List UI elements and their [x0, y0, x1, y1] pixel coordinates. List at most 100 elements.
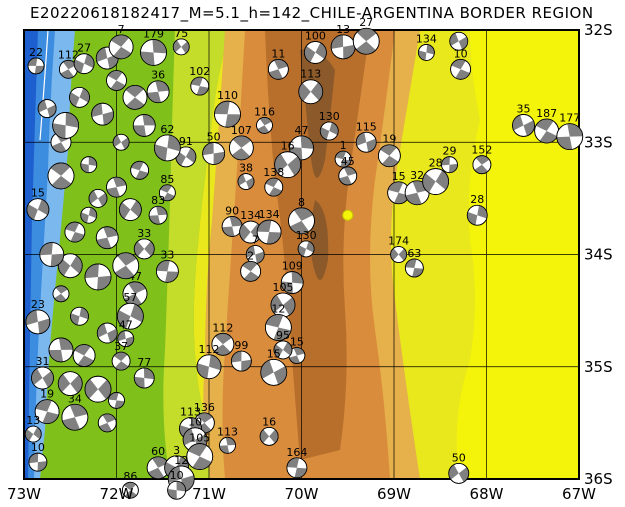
event-depth-label: 152	[471, 144, 492, 157]
beachball	[59, 59, 78, 79]
event-depth-label: 109	[282, 260, 303, 273]
lon-tick-label: 67W	[562, 485, 596, 503]
beachball	[52, 112, 80, 139]
beachball	[133, 367, 155, 389]
beachball	[190, 76, 210, 96]
event-depth-label: 134	[240, 209, 261, 222]
event-depth-label: 8	[298, 196, 305, 209]
beachball	[133, 238, 155, 260]
beachball	[72, 344, 96, 367]
event-depth-label: 83	[151, 194, 165, 207]
event-depth-label: 19	[40, 388, 54, 401]
event-depth-label: 134	[416, 32, 437, 45]
lon-tick-label: 68W	[470, 485, 504, 503]
event-depth-label: 63	[407, 247, 421, 260]
beachball	[256, 117, 273, 134]
beachball	[355, 131, 377, 153]
event-depth-label: 57	[123, 291, 137, 304]
beachball	[422, 168, 450, 195]
event-depth-label: 99	[234, 339, 248, 352]
event-depth-label: 116	[254, 105, 275, 118]
event-depth-label: 11	[271, 47, 285, 60]
event-depth-label: 134	[259, 208, 280, 221]
beachball	[64, 221, 86, 243]
event-depth-label: 91	[179, 135, 193, 148]
event-depth-label: 112	[199, 343, 220, 356]
event-depth-label: 77	[137, 356, 151, 369]
beachball	[390, 246, 408, 263]
beachball	[230, 350, 252, 372]
beachball	[303, 41, 327, 64]
event-depth-label: 62	[160, 123, 174, 136]
beachball	[270, 292, 296, 318]
beachball	[108, 392, 125, 409]
beachball	[219, 436, 236, 454]
beachball	[24, 425, 42, 443]
lon-tick-label: 71W	[192, 485, 226, 503]
beachball	[52, 285, 70, 303]
event-depth-label: 33	[137, 227, 151, 240]
event-depth-label: 47	[295, 124, 309, 137]
event-depth-label: 2	[247, 249, 254, 262]
lat-tick-label: 34S	[584, 246, 613, 264]
beachball	[267, 58, 289, 80]
beachball	[158, 184, 176, 202]
beachball	[96, 322, 118, 344]
beachball	[274, 151, 302, 179]
beachball	[39, 242, 65, 267]
event-depth-label: 177	[559, 112, 580, 125]
beachball	[273, 340, 293, 360]
event-depth-label: 112	[212, 321, 233, 334]
beachball	[84, 375, 112, 403]
beachball	[116, 302, 144, 330]
beachball	[73, 53, 95, 75]
beachball	[330, 34, 356, 60]
lon-tick-label: 69W	[377, 485, 411, 503]
event-depth-label: 32	[410, 169, 424, 182]
event-depth-label: 15	[392, 170, 406, 183]
event-depth-label: 105	[189, 432, 210, 445]
beachball	[448, 462, 470, 484]
beachball	[167, 480, 187, 500]
beachball	[140, 39, 167, 66]
beachball	[259, 426, 279, 446]
beachball	[221, 216, 243, 237]
beachball	[256, 219, 282, 245]
beachball	[146, 80, 170, 104]
event-depth-label: 50	[452, 451, 466, 464]
beachball	[106, 70, 127, 91]
beachball	[91, 102, 115, 126]
event-depth-label: 10	[31, 441, 45, 454]
map-frame	[23, 29, 580, 480]
event-depth-label: 45	[341, 155, 355, 168]
beachball	[202, 142, 226, 165]
beachball	[377, 144, 401, 168]
beachball	[298, 79, 324, 105]
beachball	[186, 443, 214, 470]
beachball	[26, 198, 50, 222]
beachball	[237, 173, 255, 190]
beachball	[450, 58, 472, 80]
beachball	[352, 27, 380, 55]
event-depth-label: 22	[29, 46, 43, 59]
beachball	[69, 86, 90, 108]
beachball	[148, 205, 168, 225]
beachball	[404, 258, 424, 278]
event-depth-label: 13	[336, 23, 350, 36]
beachball	[112, 133, 130, 151]
beachball	[111, 351, 131, 371]
beachball	[97, 413, 117, 433]
beachball	[153, 134, 181, 162]
lon-tick-label: 70W	[285, 485, 319, 503]
event-depth-label: 179	[143, 27, 164, 40]
event-depth-label: 12	[174, 454, 188, 467]
event-depth-label: 12	[271, 302, 285, 315]
beachball	[80, 206, 98, 224]
event-depth-label: 7	[252, 234, 259, 247]
beachball	[130, 160, 150, 180]
event-depth-label: 115	[356, 120, 377, 133]
beachball	[280, 271, 304, 294]
event-depth-label: 15	[31, 187, 45, 200]
beachball	[37, 99, 57, 118]
event-depth-label: 36	[151, 69, 165, 82]
